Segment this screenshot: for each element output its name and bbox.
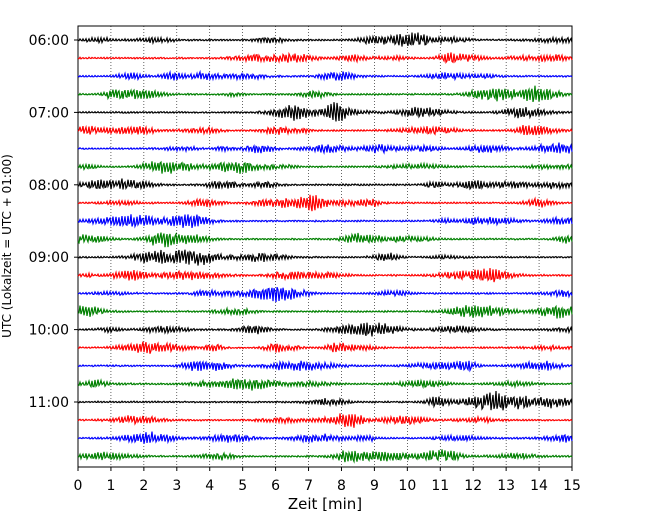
x-tick-label: 3 (172, 478, 181, 494)
seismic-trace (77, 304, 573, 319)
seismic-trace (77, 178, 573, 191)
seismic-trace (77, 69, 573, 82)
seismic-trace (77, 32, 573, 47)
seismic-trace (77, 341, 573, 354)
seismic-trace (77, 214, 573, 229)
x-axis-title: Zeit [min] (288, 495, 362, 513)
x-tick-label: 14 (530, 478, 548, 494)
seismic-trace (77, 267, 573, 283)
x-tick-label: 6 (271, 478, 280, 494)
seismic-trace (77, 431, 573, 445)
x-tick-label: 10 (398, 478, 416, 494)
seismic-trace (77, 322, 573, 337)
seismic-traces (77, 32, 573, 464)
x-tick-label: 2 (139, 478, 148, 494)
y-tick-label: 07:00 (29, 105, 69, 121)
x-tick-label: 0 (74, 478, 83, 494)
y-tick-label: 06:00 (29, 33, 69, 49)
x-tick-label: 4 (205, 478, 214, 494)
seismic-trace (77, 124, 573, 136)
seismic-trace (77, 449, 573, 464)
y-tick-label: 10:00 (29, 323, 69, 339)
x-tick-label: 1 (106, 478, 115, 494)
x-tick-label: 15 (563, 478, 581, 494)
x-tick-label: 7 (304, 478, 313, 494)
y-tick-label: 09:00 (29, 250, 69, 266)
seismic-trace (77, 391, 573, 411)
x-tick-label: 11 (431, 478, 449, 494)
seismic-trace (77, 286, 573, 303)
seismic-trace (77, 194, 573, 212)
x-tick-label: 8 (337, 478, 346, 494)
y-axis-title: UTC (Lokalzeit = UTC + 01:00) (0, 154, 14, 338)
x-tick-label: 5 (238, 478, 247, 494)
y-tick-label: 11:00 (29, 395, 69, 411)
x-tick-label: 9 (370, 478, 379, 494)
x-tick-label: 12 (464, 478, 482, 494)
seismic-trace (77, 231, 573, 248)
seismic-trace (77, 85, 573, 103)
seismic-trace (77, 413, 573, 428)
plot-frame (77, 25, 573, 468)
seismic-trace (77, 378, 573, 391)
seismic-trace (77, 102, 573, 122)
x-axis-ticks: 0 1 2 3 4 5 6 7 8 9 10 11 12 13 14 15 (74, 467, 581, 494)
y-tick-label: 08:00 (29, 178, 69, 194)
x-tick-label: 13 (497, 478, 515, 494)
seismic-trace (77, 249, 573, 266)
seismic-trace (77, 142, 573, 155)
seismic-trace (77, 359, 573, 373)
seismic-trace (77, 51, 573, 65)
seismic-trace (77, 160, 573, 174)
y-axis-ticks: 06:00 07:00 08:00 09:00 10:00 11:00 (29, 33, 78, 411)
